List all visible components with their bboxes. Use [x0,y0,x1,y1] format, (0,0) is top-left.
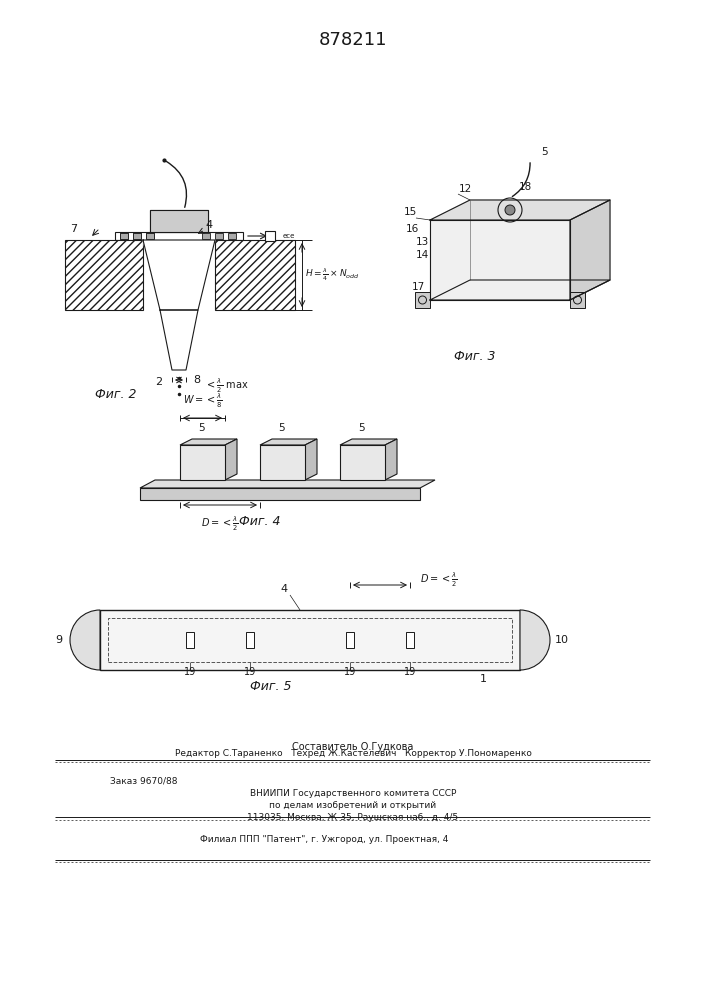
Text: 18: 18 [518,182,532,192]
Polygon shape [385,439,397,480]
Bar [340,445,385,480]
Wedge shape [520,610,550,670]
Bar [115,232,243,240]
Text: $D=<\frac{\lambda}{2}$: $D=<\frac{\lambda}{2}$ [420,571,458,589]
Text: 17: 17 [411,282,425,292]
Bar [346,632,354,648]
Text: по делам изобретений и открытий: по делам изобретений и открытий [269,800,436,810]
Text: Редактор С.Тараненко   Техред Ж.Кастелевич   Корректор У.Пономаренко: Редактор С.Тараненко Техред Ж.Кастелевич… [175,749,532,758]
Bar [406,632,414,648]
Bar [202,233,210,239]
Text: 1: 1 [480,674,487,684]
Bar [100,610,520,670]
Polygon shape [225,439,237,480]
Bar [215,233,223,239]
Polygon shape [140,488,420,500]
Text: Фиг. 2: Фиг. 2 [95,388,136,401]
Text: 19: 19 [404,667,416,677]
Text: ece: ece [283,233,296,239]
Bar [228,233,236,239]
Text: 4: 4 [205,220,212,230]
Text: $D=<\frac{\lambda}{2}$: $D=<\frac{\lambda}{2}$ [201,515,239,533]
Text: $W=<\frac{\lambda}{8}$: $W=<\frac{\lambda}{8}$ [182,392,223,410]
Bar [133,233,141,239]
Text: 4: 4 [280,584,287,594]
Text: 5: 5 [279,423,286,433]
Bar [120,233,128,239]
Polygon shape [340,439,397,445]
Text: Фиг. 3: Фиг. 3 [455,350,496,363]
Text: 878211: 878211 [319,31,387,49]
Text: Фиг. 5: Фиг. 5 [250,680,291,693]
Text: Филиал ППП "Патент", г. Ужгород, ул. Проектная, 4: Филиал ППП "Патент", г. Ужгород, ул. Про… [200,836,448,844]
Text: 19: 19 [344,667,356,677]
Text: 5: 5 [542,147,549,157]
Circle shape [505,205,515,215]
Text: 5: 5 [199,423,205,433]
Bar [150,210,208,232]
Text: 10: 10 [555,635,569,645]
Text: 8: 8 [193,375,200,385]
Bar [415,292,430,308]
Bar [133,233,141,239]
Polygon shape [570,200,610,300]
Bar [570,292,585,308]
Bar [246,632,254,648]
Wedge shape [70,610,100,670]
Bar [186,632,194,648]
Text: 14: 14 [416,250,428,260]
Bar [120,233,128,239]
Bar [180,445,225,480]
Bar [265,231,275,241]
Text: 16: 16 [405,224,419,234]
Text: 19: 19 [184,667,196,677]
Polygon shape [180,439,237,445]
Polygon shape [160,310,198,370]
Text: $H=\frac{\lambda}{4}\times N_{odd}$: $H=\frac{\lambda}{4}\times N_{odd}$ [305,267,360,283]
Bar [150,210,208,232]
Polygon shape [143,240,215,310]
Text: 13: 13 [416,237,428,247]
Polygon shape [430,220,570,300]
Text: 7: 7 [70,224,77,234]
Text: 2: 2 [155,377,162,387]
Bar [215,240,295,310]
Bar [65,240,143,310]
Polygon shape [260,439,317,445]
Text: Составитель О.Гудкова: Составитель О.Гудкова [292,742,414,752]
Bar [108,618,512,662]
Text: 15: 15 [404,207,416,217]
Polygon shape [430,280,610,300]
Text: 113035, Москва, Ж-35, Раушская наб., д. 4/5: 113035, Москва, Ж-35, Раушская наб., д. … [247,812,459,822]
Text: ВНИИПИ Государственного комитета СССР: ВНИИПИ Государственного комитета СССР [250,788,456,798]
Bar [260,445,305,480]
Bar [146,233,154,239]
Polygon shape [430,200,610,220]
Text: Заказ 9670/88: Заказ 9670/88 [110,776,177,786]
Polygon shape [140,480,435,488]
Text: 9: 9 [55,635,62,645]
Bar [146,233,154,239]
Text: Фиг. 4: Фиг. 4 [239,515,281,528]
Polygon shape [305,439,317,480]
Text: 19: 19 [244,667,256,677]
Text: $<\frac{\lambda}{2}$ max: $<\frac{\lambda}{2}$ max [205,377,249,395]
Text: 12: 12 [458,184,472,194]
Text: 5: 5 [358,423,366,433]
